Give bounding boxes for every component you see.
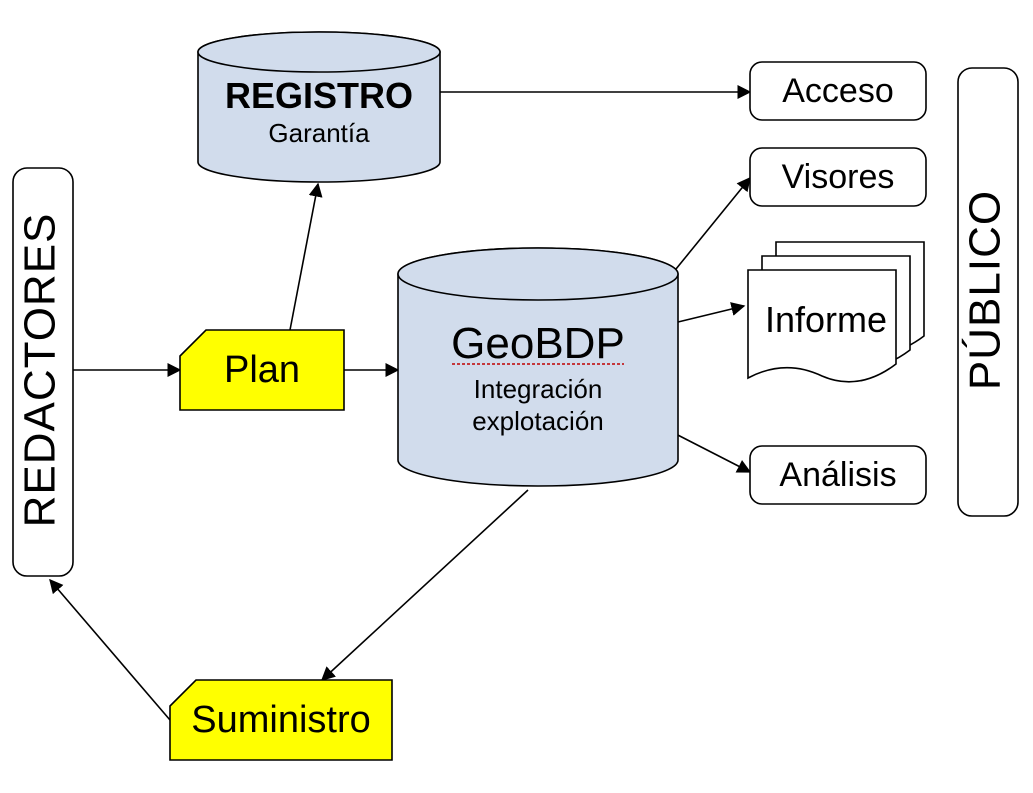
box-analisis-label: Análisis (779, 456, 896, 494)
box-visores-label: Visores (782, 158, 895, 196)
card-plan: Plan (180, 330, 344, 410)
multidoc-informe-label: Informe (765, 299, 887, 340)
actor-publico: PÚBLICO (958, 68, 1018, 516)
cylinder-geobdp-title: GeoBDP (451, 319, 625, 368)
cylinder-geobdp-subtitle2: explotación (472, 406, 604, 436)
box-analisis: Análisis (750, 446, 926, 504)
actor-redactores: REDACTORES (13, 168, 73, 576)
card-suministro-label: Suministro (191, 699, 371, 741)
box-acceso: Acceso (750, 62, 926, 120)
actor-redactores-label: REDACTORES (16, 213, 65, 528)
cylinder-geobdp-subtitle1: Integración (474, 374, 603, 404)
actor-publico-label: PÚBLICO (961, 190, 1010, 390)
nodes-layer: REDACTORES PÚBLICO REGISTROGarantía GeoBDP I… (13, 32, 1018, 760)
edge-geobdp-r1-informe-left (678, 306, 744, 322)
box-acceso-label: Acceso (782, 72, 894, 110)
cylinder-registro: REGISTROGarantía (198, 32, 440, 182)
edge-geobdp-bottom-suministro-top (322, 490, 528, 680)
card-plan-label: Plan (224, 349, 300, 391)
edge-geobdp-r2-analisis-left (668, 430, 750, 472)
cylinder-registro-title: REGISTRO (225, 75, 413, 116)
edge-plan-top-registro-bottom (290, 184, 318, 330)
cylinder-registro-subtitle: Garantía (268, 118, 370, 148)
cylinder-geobdp: GeoBDP Integraciónexplotación (398, 248, 678, 486)
multidoc-informe: Informe (748, 242, 924, 382)
card-suministro: Suministro (170, 680, 392, 760)
edge-suministro-left-redactores-bottom (50, 580, 170, 720)
box-visores: Visores (750, 148, 926, 206)
